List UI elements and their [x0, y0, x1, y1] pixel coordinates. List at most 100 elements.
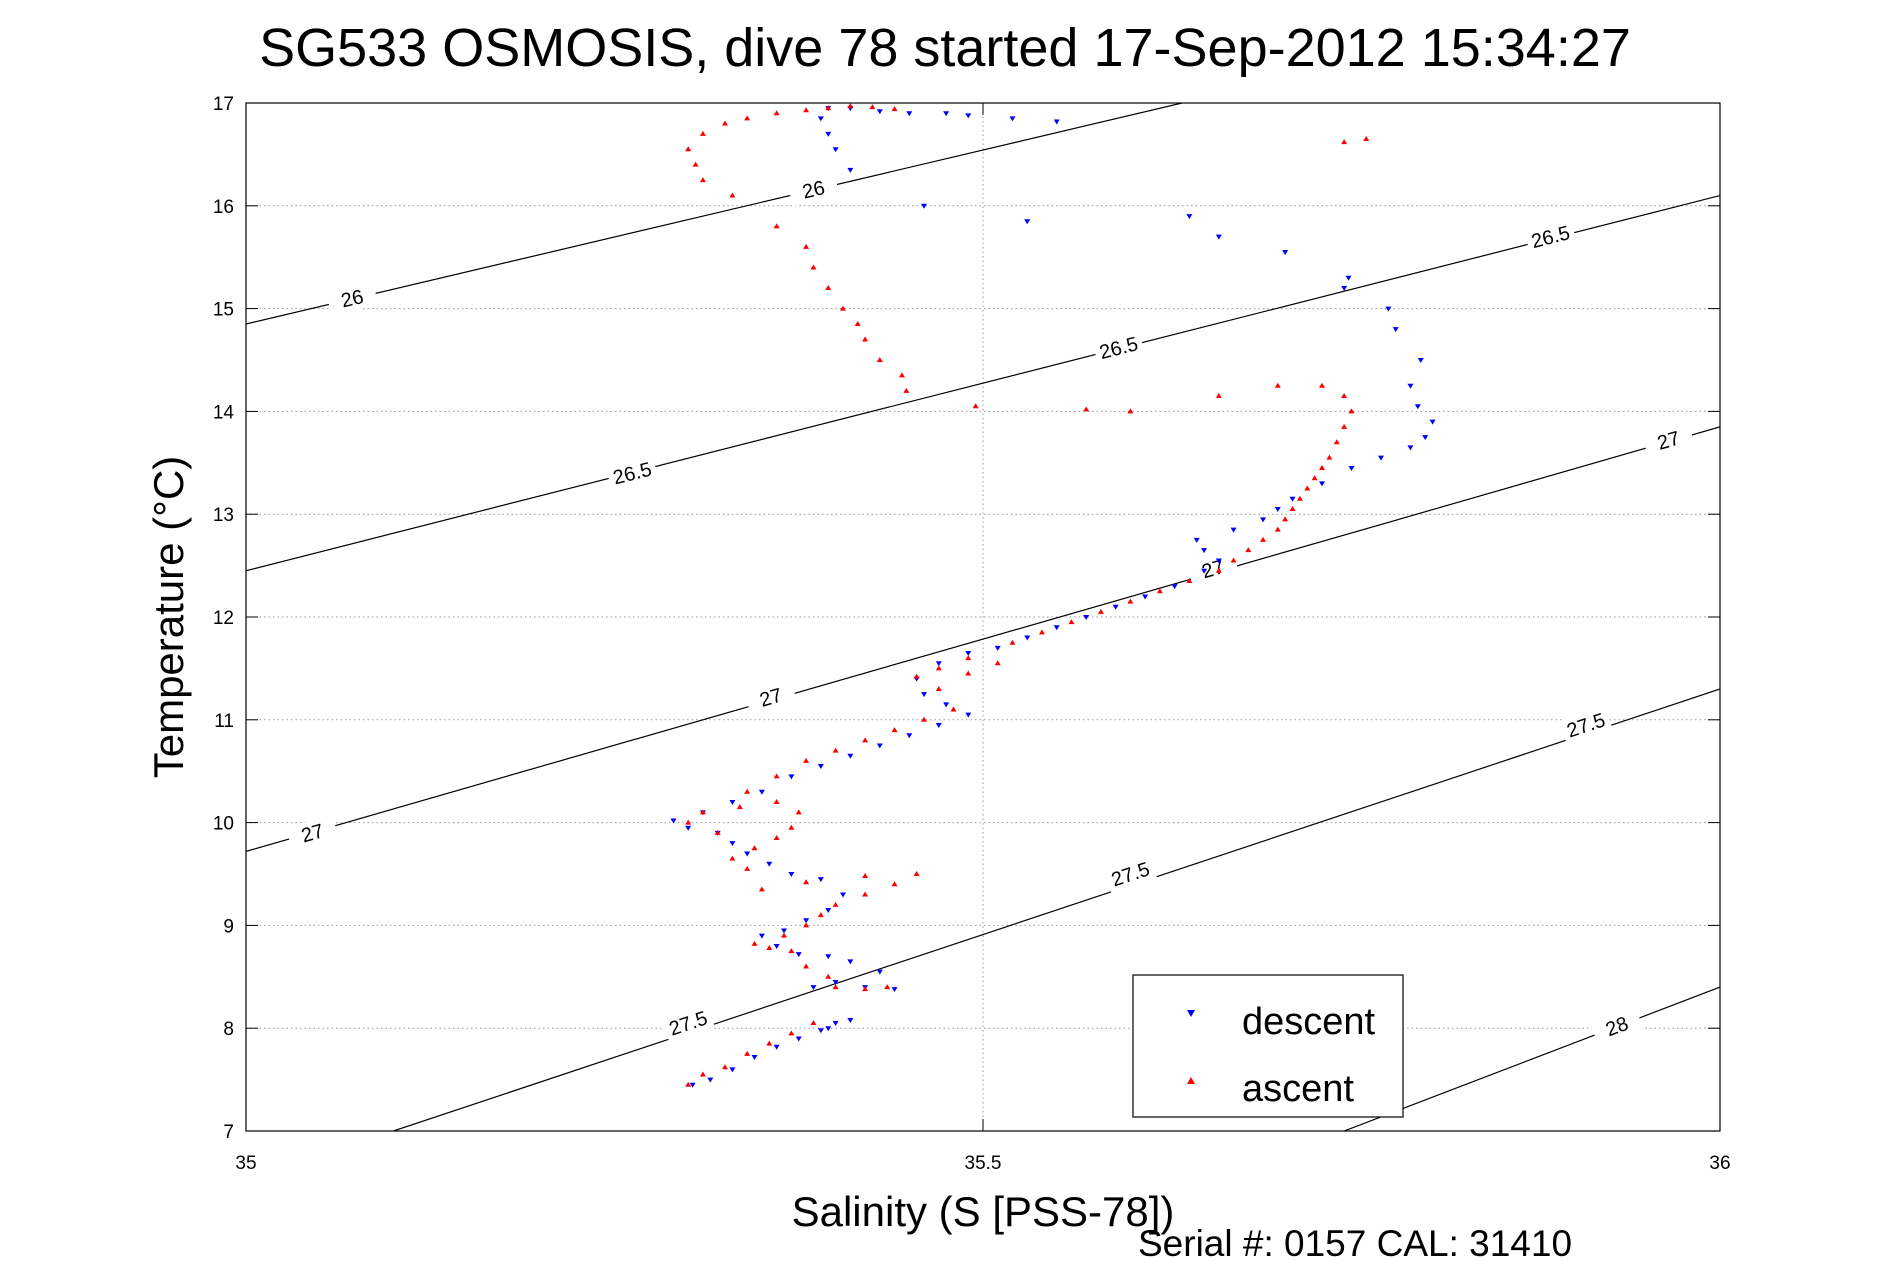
descent-point: [847, 1017, 854, 1023]
ascent-point: [685, 819, 692, 825]
ascent-point: [972, 403, 979, 409]
ascent-point: [1319, 382, 1326, 388]
descent-point: [1348, 465, 1355, 471]
contour-label-bg: [1590, 1006, 1644, 1046]
descent-point: [751, 1054, 758, 1060]
contour-line: [246, 103, 1183, 325]
ascent-point: [825, 285, 832, 291]
ascent-point: [1068, 619, 1075, 625]
descent-point: [729, 841, 736, 847]
ascent-point: [965, 655, 972, 661]
descent-point: [832, 147, 839, 153]
ascent-point: [1186, 578, 1193, 584]
ascent-point: [935, 665, 942, 671]
ascent-point: [795, 809, 802, 815]
legend-descent-marker: [1187, 1010, 1195, 1017]
descent-point: [1260, 517, 1267, 523]
ascent-point: [685, 146, 692, 152]
ascent-point: [803, 243, 810, 249]
ascent-point: [1363, 135, 1370, 141]
ascent-point: [729, 855, 736, 861]
descent-point: [943, 702, 950, 708]
contour-label-bg: [605, 455, 659, 491]
descent-point: [943, 111, 950, 117]
descent-series: [670, 106, 1436, 1088]
descent-point: [758, 933, 765, 939]
ascent-point: [891, 727, 898, 733]
ascent-point: [803, 922, 810, 928]
ascent-point: [773, 223, 780, 229]
descent-point: [1142, 594, 1149, 600]
descent-point: [1282, 250, 1289, 256]
y-tick-labels: 7 8 9 10 11 12 13 14 15 16 17: [213, 94, 235, 1143]
ascent-point: [862, 891, 869, 897]
ascent-point: [825, 105, 832, 111]
contour-label: 26: [800, 177, 827, 204]
ascent-point: [839, 305, 846, 311]
descent-point: [685, 825, 692, 831]
descent-point: [1422, 435, 1429, 441]
contour-line: [246, 426, 1720, 852]
legend-ascent-label: ascent: [1242, 1068, 1354, 1110]
descent-point: [729, 1067, 736, 1073]
ascent-point: [1304, 485, 1311, 491]
descent-point: [891, 987, 898, 993]
ascent-point: [913, 673, 920, 679]
descent-point: [1215, 558, 1222, 564]
ascent-point: [773, 110, 780, 116]
descent-point: [1407, 383, 1414, 389]
y-tick-label: 17: [213, 94, 234, 115]
ascent-point: [722, 1064, 729, 1070]
ascent-point: [810, 1020, 817, 1026]
legend-ascent-marker: [1187, 1077, 1195, 1084]
legend-descent-label: descent: [1242, 1001, 1376, 1043]
ascent-point: [1038, 629, 1045, 635]
descent-point: [1024, 219, 1031, 225]
descent-point: [825, 131, 832, 137]
ascent-point: [891, 106, 898, 112]
ascent-point: [1097, 608, 1104, 614]
serial-cal-footer: Serial #: 0157 CAL: 31410: [1138, 1223, 1572, 1262]
ascent-point: [832, 984, 839, 990]
ascent-point: [803, 107, 810, 113]
descent-point: [773, 1044, 780, 1050]
descent-point: [825, 1026, 832, 1032]
descent-point: [847, 959, 854, 965]
ascent-point: [1326, 454, 1333, 460]
descent-point: [1009, 116, 1016, 122]
descent-point: [1414, 404, 1421, 410]
ascent-point: [1274, 526, 1281, 532]
ascent-point: [1282, 516, 1289, 522]
ascent-point: [965, 670, 972, 676]
ascent-point: [1215, 567, 1222, 573]
ascent-point: [699, 130, 706, 136]
ascent-point: [1230, 557, 1237, 563]
descent-point: [729, 800, 736, 806]
ascent-point: [1127, 598, 1134, 604]
ascent-point: [699, 177, 706, 183]
ascent-point: [751, 940, 758, 946]
descent-point: [670, 818, 677, 824]
descent-point: [825, 907, 832, 913]
descent-point: [1024, 635, 1031, 641]
descent-point: [795, 1036, 802, 1042]
ascent-point: [758, 886, 765, 892]
ascent-point: [699, 809, 706, 815]
descent-point: [847, 167, 854, 173]
ascent-point: [1311, 475, 1318, 481]
descent-point: [1341, 286, 1348, 292]
legend-box: [1132, 974, 1404, 1118]
descent-point: [1112, 604, 1119, 610]
descent-point: [876, 109, 883, 115]
ascent-point: [1245, 547, 1252, 553]
ascent-point: [803, 963, 810, 969]
descent-point: [825, 954, 832, 960]
contour-label-bg: [1186, 550, 1240, 587]
contour-label-bg: [1103, 855, 1157, 893]
ascent-point: [766, 1040, 773, 1046]
ascent-point: [744, 865, 751, 871]
descent-point: [810, 985, 817, 991]
ascent-point: [714, 829, 721, 835]
descent-point: [1289, 496, 1296, 502]
descent-point: [773, 943, 780, 949]
